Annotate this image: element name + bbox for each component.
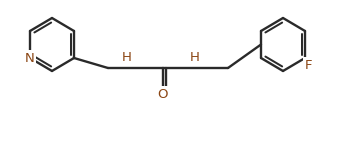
Text: H: H [122, 50, 132, 63]
Text: O: O [158, 87, 168, 100]
Text: N: N [25, 52, 35, 65]
Text: H: H [190, 50, 200, 63]
Text: F: F [304, 58, 312, 71]
